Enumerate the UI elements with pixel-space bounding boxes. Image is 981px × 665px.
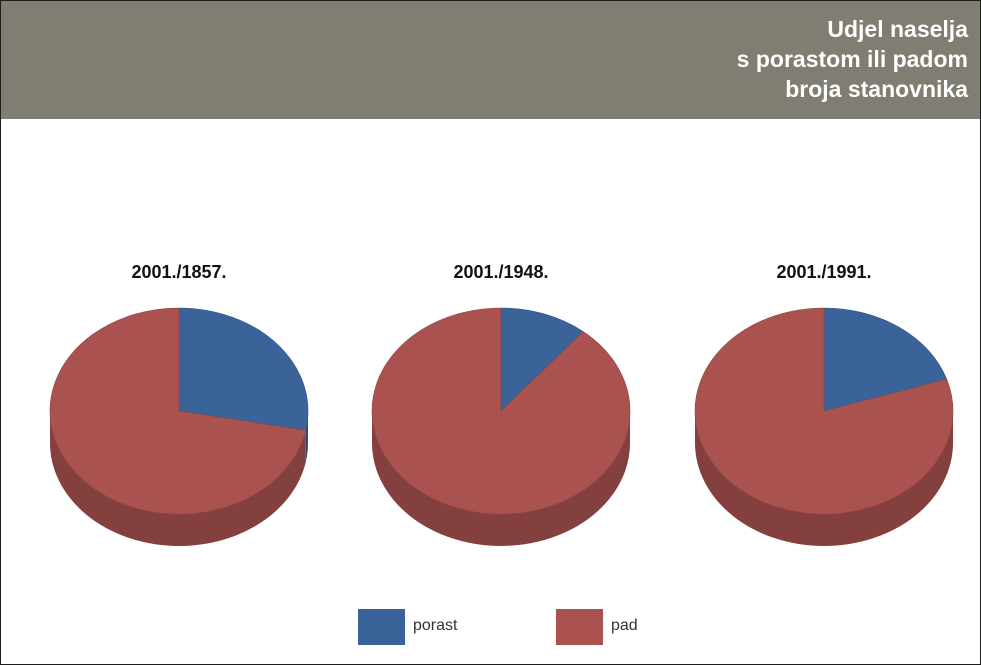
pie-slice-porast bbox=[178, 307, 309, 431]
legend-swatch-pad bbox=[556, 609, 603, 645]
page-title-line-1: Udjel naselja bbox=[827, 16, 968, 42]
page-title-line-3: broja stanovnika bbox=[785, 76, 968, 102]
legend-label-porast: porast bbox=[413, 617, 458, 634]
pie-side-pad bbox=[50, 411, 306, 547]
pie-slice-porast bbox=[823, 307, 948, 412]
pie-chart-2: 2001./1948. bbox=[371, 262, 631, 546]
chart-title: 2001./1857. bbox=[131, 262, 226, 282]
legend-label-pad: pad bbox=[611, 617, 638, 634]
pie-side-porast bbox=[305, 411, 308, 463]
pie-slice-pad bbox=[49, 307, 307, 515]
pie-chart-1: 2001./1857. bbox=[49, 262, 309, 547]
pie-slice-porast bbox=[500, 307, 584, 412]
page-title-line-2: s porastom ili padom bbox=[736, 46, 968, 72]
pie-side-pad bbox=[695, 411, 953, 546]
chart-title: 2001./1991. bbox=[776, 262, 871, 282]
pie-chart-3: 2001./1991. bbox=[694, 262, 954, 546]
pie-slice-pad bbox=[694, 307, 954, 515]
legend: porast pad bbox=[1, 609, 980, 649]
legend-swatch-porast bbox=[358, 609, 405, 645]
header-banner: Udjel naselja s porastom ili padom broja… bbox=[1, 1, 980, 119]
pie-side-pad bbox=[372, 411, 630, 546]
page-title: Udjel naselja s porastom ili padom broja… bbox=[548, 14, 968, 104]
chart-title: 2001./1948. bbox=[453, 262, 548, 282]
pie-slice-pad bbox=[371, 307, 631, 515]
